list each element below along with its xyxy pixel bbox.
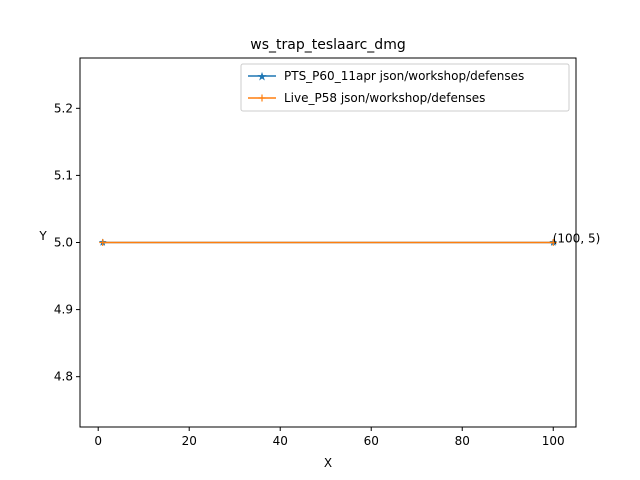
y-tick-label: 5.0 (54, 236, 73, 250)
x-axis-label: X (324, 456, 332, 470)
plot-area (98, 238, 558, 246)
y-axis-ticks: 4.8 4.9 5.0 5.1 5.2 (54, 101, 80, 384)
x-tick-label: 100 (542, 434, 565, 448)
chart-title: ws_trap_teslaarc_dmg (250, 37, 405, 53)
x-tick-label: 60 (364, 434, 379, 448)
x-tick-label: 40 (273, 434, 288, 448)
legend: ★ PTS_P60_11apr json/workshop/defenses L… (240, 63, 570, 112)
point-annotation: (100, 5) (553, 232, 601, 246)
legend-label-series-2: Live_P58 json/workshop/defenses (284, 91, 485, 105)
legend-label-series-1: PTS_P60_11apr json/workshop/defenses (284, 69, 524, 83)
y-tick-label: 4.9 (54, 303, 73, 317)
annotations: (100, 5) (553, 232, 601, 246)
y-tick-label: 5.2 (54, 101, 73, 115)
y-tick-label: 5.1 (54, 168, 73, 182)
legend-marker-series-1: ★ (257, 70, 268, 84)
series-2-point (549, 239, 557, 246)
x-tick-label: 0 (94, 434, 102, 448)
x-tick-label: 80 (455, 434, 470, 448)
legend-box (240, 63, 570, 112)
x-tick-label: 20 (182, 434, 197, 448)
x-axis-ticks: 0 20 40 60 80 100 (94, 427, 565, 448)
series-2-point (99, 239, 107, 246)
legend-marker-series-2 (258, 94, 266, 102)
y-tick-label: 4.8 (54, 370, 73, 384)
y-axis-label: Y (38, 229, 47, 243)
